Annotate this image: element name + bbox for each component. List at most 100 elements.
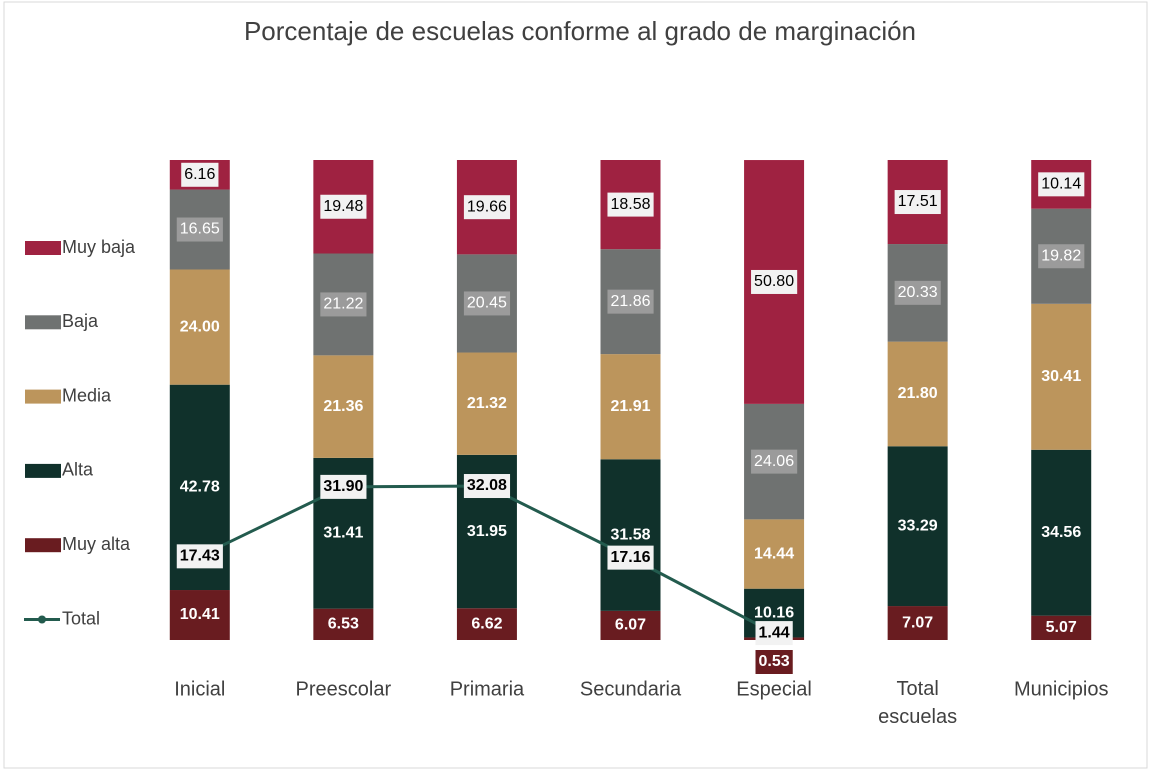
- data-label: 14.44: [754, 545, 794, 562]
- data-label-text: 20.33: [898, 284, 938, 301]
- data-label-box: [463, 195, 511, 220]
- data-label: 20.45: [463, 291, 511, 316]
- data-label-text: 50.80: [754, 273, 794, 290]
- data-label: 32.08: [463, 474, 511, 499]
- data-label-text: 31.90: [323, 478, 363, 495]
- data-label-text: 17.51: [898, 193, 938, 210]
- legend-label: Alta: [62, 460, 94, 480]
- legend-swatch: [25, 241, 61, 255]
- data-label: 18.58: [607, 192, 654, 217]
- data-label: 21.86: [607, 289, 654, 314]
- data-label: 21.36: [323, 398, 363, 415]
- data-label-text: 17.16: [610, 549, 650, 566]
- data-label-box: [176, 544, 223, 569]
- data-label-text: 21.36: [323, 398, 363, 415]
- x-tick-label-line: escuelas: [878, 706, 957, 728]
- data-label: 6.62: [471, 615, 502, 632]
- data-label-box: [751, 449, 798, 474]
- bar-segment: [456, 608, 517, 640]
- data-label-text: 5.07: [1046, 619, 1077, 636]
- data-label-box: [463, 291, 511, 316]
- data-label-box: [1038, 172, 1085, 197]
- data-label-box: [320, 292, 367, 317]
- data-label: 1.44: [755, 621, 793, 646]
- data-label-text: 6.62: [471, 615, 502, 632]
- data-label: 16.65: [176, 217, 223, 242]
- data-label-text: 10.14: [1041, 176, 1081, 193]
- bar-segment: [887, 446, 948, 607]
- data-label-box: [755, 650, 793, 674]
- data-label-text: 19.66: [467, 198, 507, 215]
- bar-segment: [313, 608, 374, 640]
- data-label-box: [894, 190, 941, 215]
- data-label: 34.56: [1041, 524, 1081, 541]
- data-label-box: [755, 621, 793, 646]
- legend-label: Media: [62, 385, 112, 405]
- data-label-box: [1038, 244, 1085, 269]
- legend-label: Muy alta: [62, 534, 131, 554]
- data-label: 7.07: [902, 614, 933, 631]
- data-label: 10.16: [754, 604, 794, 621]
- data-label-box: [181, 162, 219, 187]
- data-label: 21.80: [898, 385, 938, 402]
- legend-swatch: [25, 389, 61, 404]
- data-label: 21.91: [610, 398, 650, 415]
- data-label: 19.66: [463, 195, 511, 220]
- x-tick-label: Secundaria: [580, 678, 682, 700]
- data-label-text: 21.22: [323, 296, 363, 313]
- data-label-box: [607, 289, 654, 314]
- data-label: 6.53: [328, 616, 359, 633]
- data-label-text: 19.48: [323, 198, 363, 215]
- bar-segment: [744, 519, 805, 589]
- bar-segment: [887, 606, 948, 640]
- data-label-text: 10.16: [754, 604, 794, 621]
- data-label: 0.53: [755, 650, 793, 674]
- data-label-text: 6.07: [615, 617, 646, 634]
- data-label-text: 30.41: [1041, 368, 1081, 385]
- legend-swatch: [25, 315, 61, 330]
- data-label-text: 6.16: [184, 166, 215, 183]
- data-label-box: [463, 474, 511, 499]
- data-label-text: 0.53: [759, 653, 790, 670]
- x-tick-label: Inicial: [174, 678, 225, 700]
- bar-segment: [600, 459, 661, 611]
- data-label-text: 31.58: [610, 526, 650, 543]
- data-label-text: 19.82: [1041, 247, 1081, 264]
- data-label-box: [607, 545, 654, 570]
- data-label: 30.41: [1041, 368, 1081, 385]
- data-label: 17.51: [894, 190, 941, 215]
- x-tick-label: Total escuelas: [878, 678, 957, 728]
- x-tick-label: Preescolar: [296, 678, 392, 700]
- data-label-text: 24.06: [754, 453, 794, 470]
- x-tick-label: Municipios: [1014, 678, 1108, 700]
- data-label: 24.00: [180, 318, 220, 335]
- data-label-text: 6.53: [328, 616, 359, 633]
- data-label-text: 1.44: [759, 624, 790, 641]
- legend-marker: [38, 615, 46, 624]
- data-label: 21.22: [320, 292, 367, 317]
- data-label: 19.48: [320, 194, 367, 219]
- data-label: 10.14: [1038, 172, 1085, 197]
- data-label-text: 7.07: [902, 614, 933, 631]
- data-label-box: [894, 280, 941, 305]
- data-label-text: 21.91: [610, 398, 650, 415]
- legend-label: Baja: [62, 311, 99, 331]
- bar-segment: [313, 355, 374, 458]
- data-label-text: 34.56: [1041, 524, 1081, 541]
- data-label: 6.16: [181, 162, 219, 187]
- bar-segment: [169, 590, 230, 640]
- x-tick-label: Especial: [736, 678, 812, 700]
- data-label-text: 10.41: [180, 606, 220, 623]
- data-label: 21.32: [467, 395, 507, 412]
- data-label-box: [320, 194, 367, 219]
- bar-segment: [600, 354, 661, 460]
- bar-segment: [1031, 449, 1092, 616]
- data-label: 50.80: [751, 269, 798, 294]
- bar-segment: [456, 352, 517, 455]
- data-label-text: 21.32: [467, 395, 507, 412]
- data-label-text: 21.80: [898, 385, 938, 402]
- data-label-text: 17.43: [180, 548, 220, 565]
- data-label-box: [176, 217, 223, 242]
- data-label-text: 14.44: [754, 545, 794, 562]
